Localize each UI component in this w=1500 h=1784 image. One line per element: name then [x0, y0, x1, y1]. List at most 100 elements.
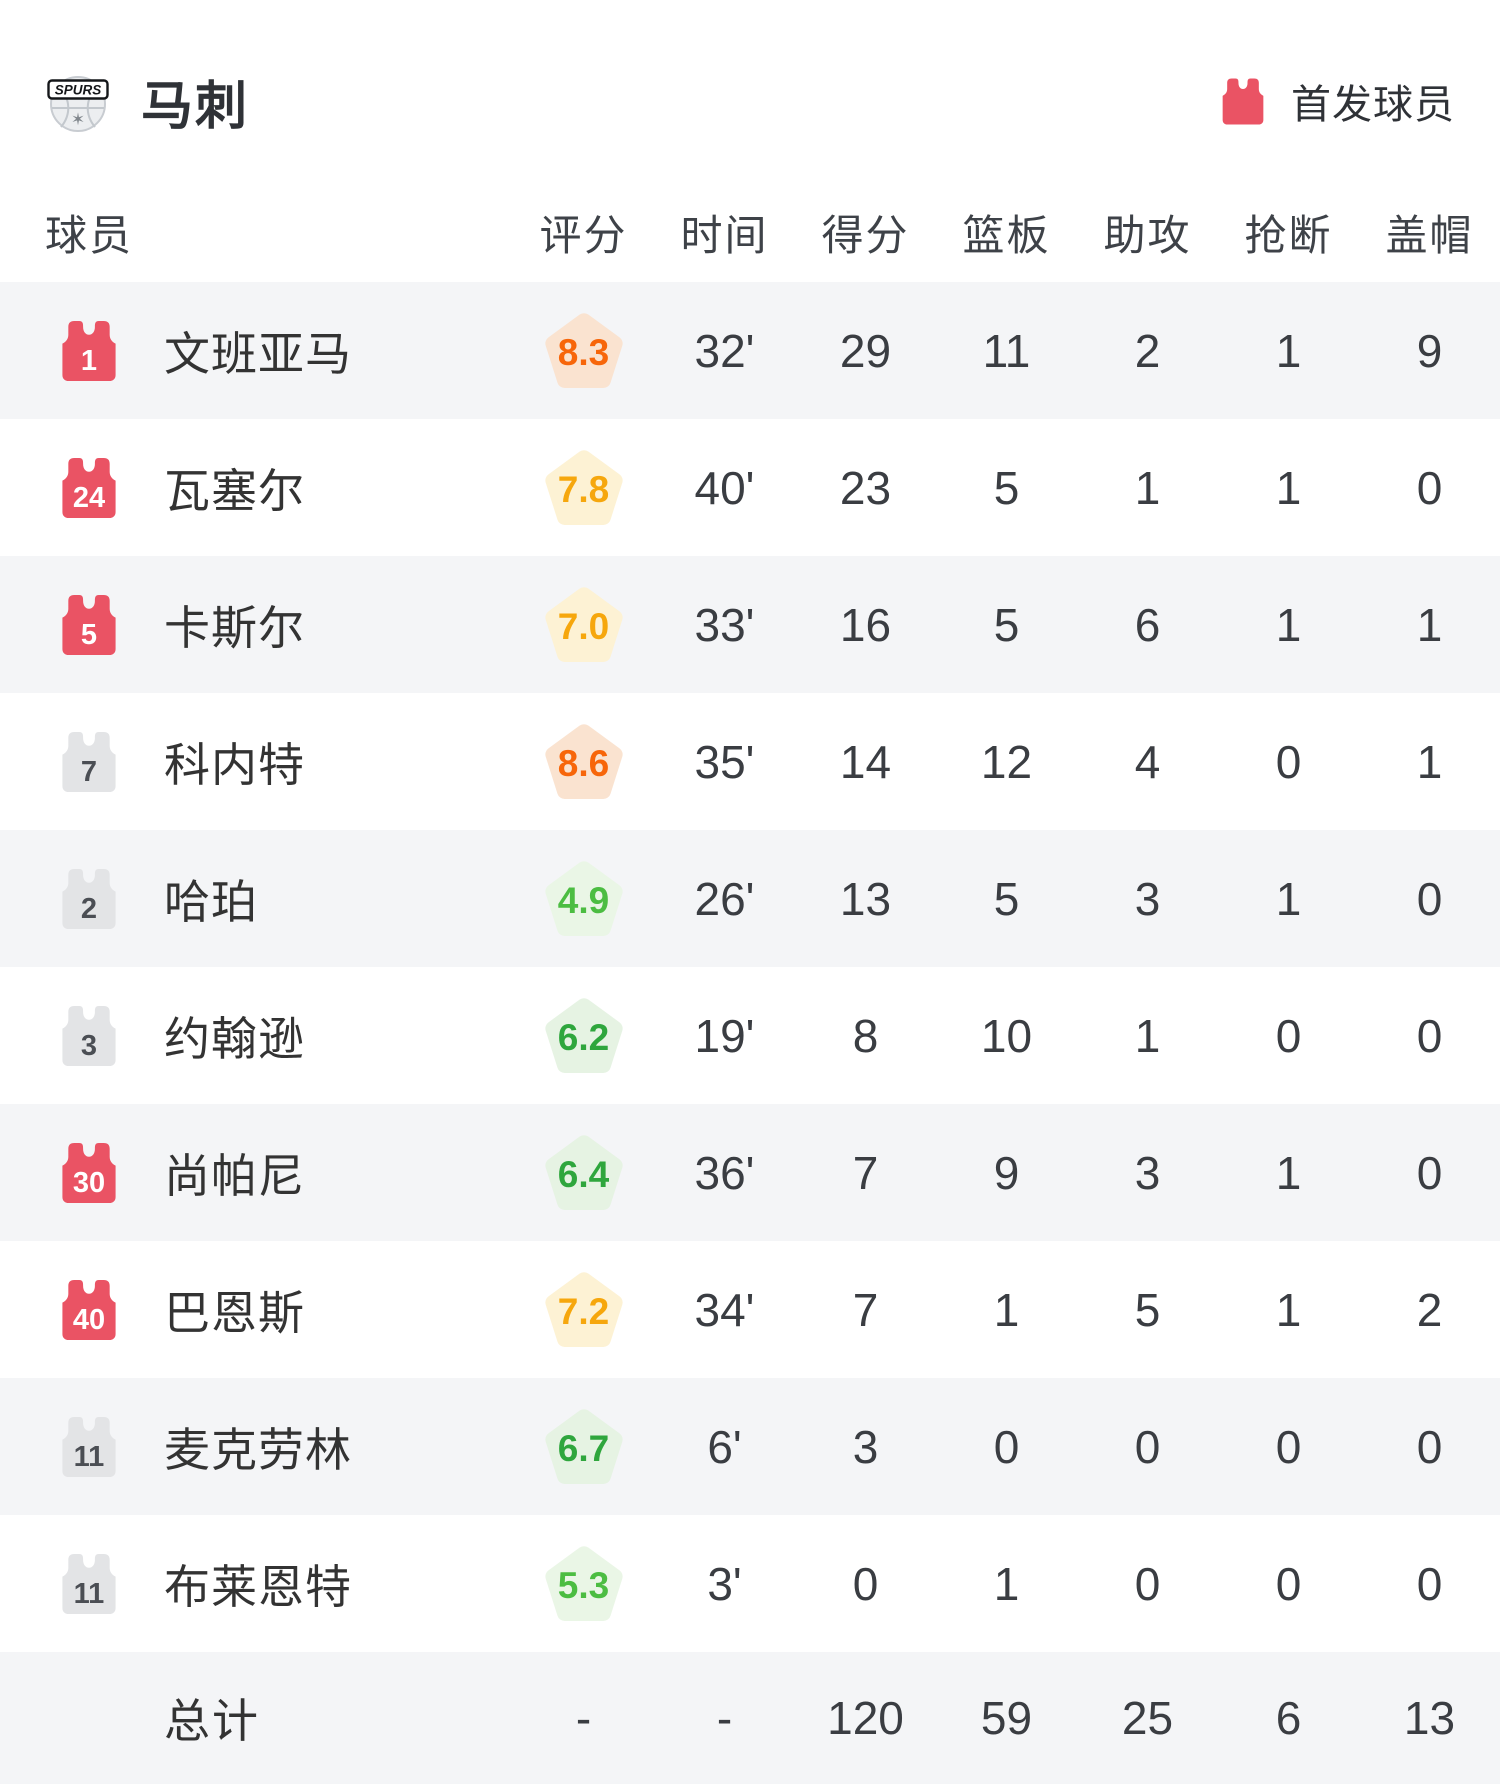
col-header-player: 球员: [45, 211, 134, 259]
player-row[interactable]: 2 哈珀 4.9 26' 13 5 3 1 0: [0, 830, 1500, 967]
stat-points: 29: [839, 324, 892, 377]
stat-blocks: 1: [1416, 598, 1443, 651]
starter-jersey-icon: [1222, 78, 1264, 124]
stat-steals: 1: [1275, 872, 1302, 925]
player-cell: 3 约翰逊: [0, 1003, 513, 1069]
stat-points: 7: [852, 1146, 879, 1199]
rating-value: 8.3: [557, 331, 610, 373]
stat-assists: 4: [1134, 735, 1161, 788]
stat-steals: 1: [1275, 1146, 1302, 1199]
jersey-icon: 11: [60, 1552, 118, 1616]
stat-rebounds: 1: [993, 1283, 1020, 1336]
rating-value: 6.2: [557, 1016, 610, 1058]
stat-assists: 3: [1134, 1146, 1161, 1199]
rating-badge: 7.8: [542, 448, 626, 528]
col-header-steals: 抢断: [1244, 211, 1333, 259]
stat-assists: 0: [1134, 1420, 1161, 1473]
rating-badge: 8.3: [542, 311, 626, 391]
stat-steals: 0: [1275, 1009, 1302, 1062]
col-header-assists: 助攻: [1103, 211, 1192, 259]
player-cell: 24 瓦塞尔: [0, 455, 513, 521]
rating-cell: 7.0: [513, 585, 654, 665]
player-name: 哈珀: [164, 875, 258, 928]
jersey-number: 1: [80, 344, 98, 377]
total-blocks: 13: [1403, 1692, 1456, 1744]
total-assists: 25: [1121, 1692, 1174, 1744]
player-row[interactable]: 40 巴恩斯 7.2 34' 7 1 5 1 2: [0, 1241, 1500, 1378]
rating-value: 5.3: [557, 1564, 610, 1606]
player-name: 麦克劳林: [164, 1423, 352, 1476]
player-row[interactable]: 24 瓦塞尔 7.8 40' 23 5 1 1 0: [0, 419, 1500, 556]
total-row: 总计 - - 120 59 25 6 13: [0, 1652, 1500, 1784]
stat-blocks: 0: [1416, 872, 1443, 925]
stat-rebounds: 9: [993, 1146, 1020, 1199]
rating-badge: 6.4: [542, 1133, 626, 1213]
stat-points: 16: [839, 598, 892, 651]
total-points: 120: [827, 1692, 904, 1744]
player-name: 卡斯尔: [164, 601, 305, 654]
stat-time: 6': [707, 1420, 742, 1473]
player-cell: 30 尚帕尼: [0, 1140, 513, 1206]
stat-blocks: 2: [1416, 1283, 1443, 1336]
jersey-number: 11: [73, 1577, 105, 1610]
stat-steals: 1: [1275, 598, 1302, 651]
stat-points: 0: [852, 1557, 879, 1610]
jersey-number: 2: [80, 892, 98, 925]
player-row[interactable]: 11 布莱恩特 5.3 3' 0 1 0 0 0: [0, 1515, 1500, 1652]
stat-blocks: 0: [1416, 1557, 1443, 1610]
stat-assists: 6: [1134, 598, 1161, 651]
jersey-number: 5: [80, 618, 98, 651]
player-name: 布莱恩特: [164, 1560, 352, 1613]
rating-cell: 7.8: [513, 448, 654, 528]
player-name: 尚帕尼: [164, 1149, 305, 1202]
rating-badge: 8.6: [542, 722, 626, 802]
player-row[interactable]: 1 文班亚马 8.3 32' 29 11 2 1 9: [0, 282, 1500, 419]
player-row[interactable]: 11 麦克劳林 6.7 6' 3 0 0 0 0: [0, 1378, 1500, 1515]
player-cell: 1 文班亚马: [0, 318, 513, 384]
stat-blocks: 9: [1416, 324, 1443, 377]
jersey-number: 40: [72, 1303, 106, 1336]
player-rows: 1 文班亚马 8.3 32' 29 11 2 1 9: [0, 282, 1500, 1652]
col-header-points: 得分: [821, 211, 910, 259]
stat-time: 34': [694, 1283, 755, 1336]
col-header-blocks: 盖帽: [1385, 211, 1474, 259]
jersey-icon: 40: [60, 1278, 118, 1342]
player-row[interactable]: 5 卡斯尔 7.0 33' 16 5 6 1 1: [0, 556, 1500, 693]
stat-points: 7: [852, 1283, 879, 1336]
stat-assists: 3: [1134, 872, 1161, 925]
jersey-icon: 11: [60, 1415, 118, 1479]
jersey-number: 3: [80, 1029, 98, 1062]
stat-steals: 0: [1275, 735, 1302, 788]
rating-cell: 8.3: [513, 311, 654, 391]
player-cell: 11 布莱恩特: [0, 1551, 513, 1617]
stat-assists: 5: [1134, 1283, 1161, 1336]
starter-legend-label: 首发球员: [1291, 83, 1455, 127]
stat-rebounds: 1: [993, 1557, 1020, 1610]
rating-value: 4.9: [557, 879, 610, 921]
rating-value: 6.7: [557, 1427, 610, 1469]
rating-badge: 6.2: [542, 996, 626, 1076]
player-name: 文班亚马: [164, 327, 352, 380]
stat-time: 26': [694, 872, 755, 925]
player-row[interactable]: 3 约翰逊 6.2 19' 8 10 1 0 0: [0, 967, 1500, 1104]
player-name: 约翰逊: [164, 1012, 305, 1065]
stat-rebounds: 5: [993, 461, 1020, 514]
logo-spur-star-icon: ✶: [71, 110, 85, 129]
stat-time: 40': [694, 461, 755, 514]
total-rating: -: [575, 1692, 592, 1744]
player-row[interactable]: 7 科内特 8.6 35' 14 12 4 0 1: [0, 693, 1500, 830]
rating-cell: 5.3: [513, 1544, 654, 1624]
stat-blocks: 0: [1416, 1146, 1443, 1199]
stat-blocks: 0: [1416, 1420, 1443, 1473]
rating-cell: 4.9: [513, 859, 654, 939]
player-row[interactable]: 30 尚帕尼 6.4 36' 7 9 3 1 0: [0, 1104, 1500, 1241]
rating-badge: 4.9: [542, 859, 626, 939]
player-cell: 40 巴恩斯: [0, 1277, 513, 1343]
rating-value: 6.4: [557, 1153, 610, 1195]
jersey-icon: 5: [60, 593, 118, 657]
jersey-number: 30: [72, 1166, 106, 1199]
stat-rebounds: 5: [993, 598, 1020, 651]
jersey-icon: 3: [60, 1004, 118, 1068]
rating-cell: 6.4: [513, 1133, 654, 1213]
